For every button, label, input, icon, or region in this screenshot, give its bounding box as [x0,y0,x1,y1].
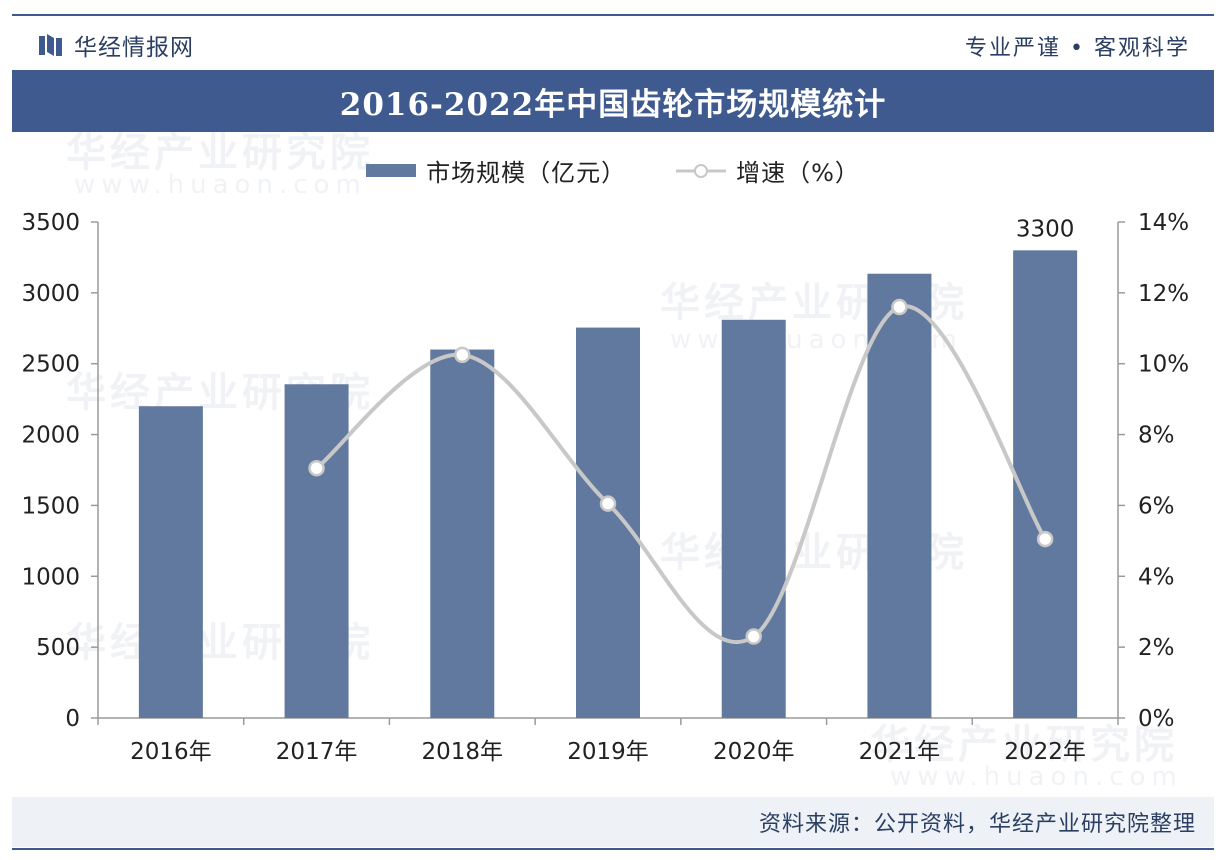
y-right-tick-label: 10% [1138,352,1189,378]
legend-label-bar: 市场规模（亿元） [426,159,627,187]
slogan: 专业严谨 • 客观科学 [965,36,1190,61]
growth-point [745,628,762,645]
bar [576,327,640,718]
y-right-tick-label: 2% [1138,635,1175,661]
legend-line-swatch-icon [676,163,727,178]
y-left-tick-label: 500 [36,635,80,661]
y-left-tick-label: 2500 [21,352,80,378]
legend-item-bar: 市场规模（亿元） [366,153,626,188]
x-tick-label: 2016年 [130,739,212,765]
growth-point [891,298,908,316]
y-left-tick-label: 2000 [21,423,80,449]
bar [284,384,349,718]
y-right-tick-label: 4% [1138,564,1175,590]
y-right-tick-label: 8% [1138,423,1175,449]
growth-line [314,304,1048,645]
legend-label-line: 增速（%） [736,159,860,187]
source-note: 资料来源：公开资料，华经产业研究院整理 [758,812,1196,837]
x-tick-label: 2022年 [1004,739,1086,765]
bar [1013,250,1078,719]
growth-point [308,459,325,477]
bottom-rule [12,848,1214,850]
chart-legend: 市场规模（亿元） 增速（%） [0,153,1226,188]
x-tick-label: 2021年 [859,739,941,765]
bar [721,319,786,718]
y-left-tick-label: 1500 [21,493,80,519]
y-right-tick-label: 12% [1138,281,1189,307]
y-left-tick-label: 3000 [21,281,80,307]
growth-point [1036,530,1054,548]
x-tick-label: 2019年 [567,739,649,765]
x-tick-label: 2017年 [276,739,358,765]
brand: 华经情报网 [38,28,194,62]
brand-name: 华经情报网 [74,35,194,61]
chart-title: 2016-2022年中国齿轮市场规模统计 [339,86,887,123]
x-tick-label: 2020年 [713,739,795,765]
footer: 资料来源：公开资料，华经产业研究院整理 [12,797,1214,847]
y-right-tick-label: 14% [1138,210,1189,236]
y-right-tick-label: 0% [1138,706,1175,732]
bar [867,273,932,718]
growth-point [599,495,617,512]
x-tick-label: 2018年 [422,739,504,765]
y-left-tick-label: 0 [65,706,80,732]
bar-data-label: 3300 [1016,216,1075,242]
legend-item-line: 增速（%） [674,153,860,188]
brand-logo-icon [39,34,62,56]
top-rule [12,14,1214,16]
y-left-tick-label: 3500 [21,210,80,236]
bar [138,406,203,718]
y-left-tick-label: 1000 [21,564,80,590]
title-bar: 2016-2022年中国齿轮市场规模统计 [12,70,1214,132]
bar [430,349,495,718]
legend-bar-swatch [366,164,417,177]
growth-point [454,346,471,364]
y-right-tick-label: 6% [1138,493,1175,519]
